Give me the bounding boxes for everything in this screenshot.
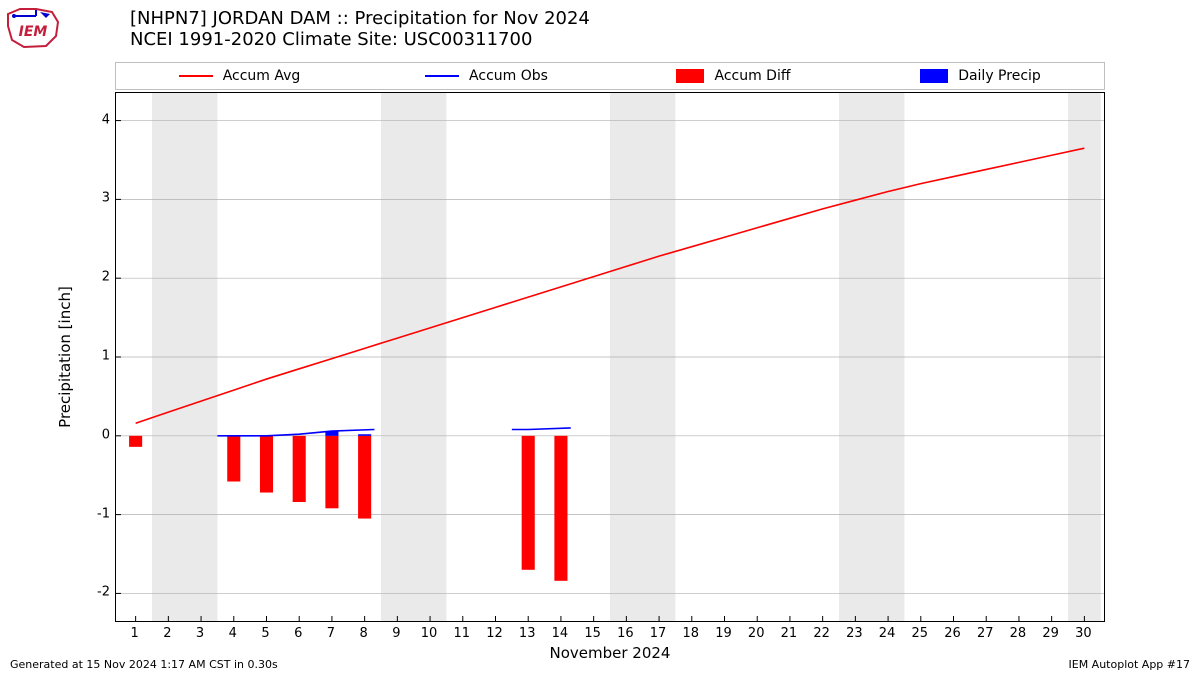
x-tick-label: 29 xyxy=(1042,626,1059,641)
legend-label: Daily Precip xyxy=(958,68,1041,84)
x-tick-label: 14 xyxy=(552,626,569,641)
x-tick-label: 22 xyxy=(813,626,830,641)
x-axis-ticks: 1234567891011121314151617181920212223242… xyxy=(115,626,1105,644)
x-tick-label: 25 xyxy=(912,626,929,641)
y-tick-label: -2 xyxy=(97,585,110,600)
legend-swatch xyxy=(920,69,948,83)
x-tick-label: 27 xyxy=(977,626,994,641)
y-tick-label: 1 xyxy=(102,349,110,364)
y-axis-label: Precipitation [inch] xyxy=(56,92,74,622)
x-tick-label: 12 xyxy=(486,626,503,641)
legend-item: Daily Precip xyxy=(857,68,1104,84)
y-axis-ticks: -2 -1 0 1 2 3 4 xyxy=(75,92,110,622)
x-tick-label: 4 xyxy=(229,626,237,641)
title-line-2: NCEI 1991-2020 Climate Site: USC00311700 xyxy=(130,29,590,50)
footer-app: IEM Autoplot App #17 xyxy=(1069,658,1191,671)
x-tick-label: 9 xyxy=(392,626,400,641)
legend-swatch xyxy=(676,69,704,83)
x-tick-label: 3 xyxy=(196,626,204,641)
y-tick-label: 4 xyxy=(102,112,110,127)
x-tick-label: 1 xyxy=(130,626,138,641)
x-tick-label: 21 xyxy=(781,626,798,641)
x-tick-label: 30 xyxy=(1075,626,1092,641)
legend: Accum Avg Accum Obs Accum Diff Daily Precip xyxy=(115,62,1105,90)
legend-item: Accum Obs xyxy=(363,68,610,84)
x-tick-label: 23 xyxy=(846,626,863,641)
x-tick-label: 7 xyxy=(327,626,335,641)
x-tick-label: 13 xyxy=(519,626,536,641)
y-tick-label: 2 xyxy=(102,270,110,285)
x-tick-label: 20 xyxy=(748,626,765,641)
x-tick-label: 18 xyxy=(683,626,700,641)
x-tick-label: 17 xyxy=(650,626,667,641)
legend-swatch xyxy=(179,75,213,77)
x-tick-label: 24 xyxy=(879,626,896,641)
legend-label: Accum Diff xyxy=(714,68,790,84)
logo-text: IEM xyxy=(19,24,48,40)
plot-area xyxy=(115,92,1105,622)
x-tick-label: 5 xyxy=(261,626,269,641)
legend-item: Accum Diff xyxy=(610,68,857,84)
x-tick-label: 26 xyxy=(944,626,961,641)
x-tick-label: 6 xyxy=(294,626,302,641)
x-tick-label: 10 xyxy=(421,626,438,641)
legend-item: Accum Avg xyxy=(116,68,363,84)
y-tick-label: 3 xyxy=(102,191,110,206)
legend-label: Accum Avg xyxy=(223,68,301,84)
legend-swatch xyxy=(425,75,459,77)
x-tick-label: 19 xyxy=(715,626,732,641)
x-tick-label: 15 xyxy=(584,626,601,641)
plot-svg xyxy=(116,93,1104,621)
footer-generated: Generated at 15 Nov 2024 1:17 AM CST in … xyxy=(10,658,278,671)
x-tick-label: 28 xyxy=(1010,626,1027,641)
iem-logo: IEM xyxy=(6,6,60,50)
x-tick-label: 2 xyxy=(163,626,171,641)
x-tick-label: 8 xyxy=(359,626,367,641)
title-line-1: [NHPN7] JORDAN DAM :: Precipitation for … xyxy=(130,8,590,29)
chart-title: [NHPN7] JORDAN DAM :: Precipitation for … xyxy=(130,8,590,50)
x-tick-label: 11 xyxy=(454,626,471,641)
x-tick-label: 16 xyxy=(617,626,634,641)
y-tick-label: -1 xyxy=(97,506,110,521)
y-tick-label: 0 xyxy=(102,427,110,442)
legend-label: Accum Obs xyxy=(469,68,548,84)
